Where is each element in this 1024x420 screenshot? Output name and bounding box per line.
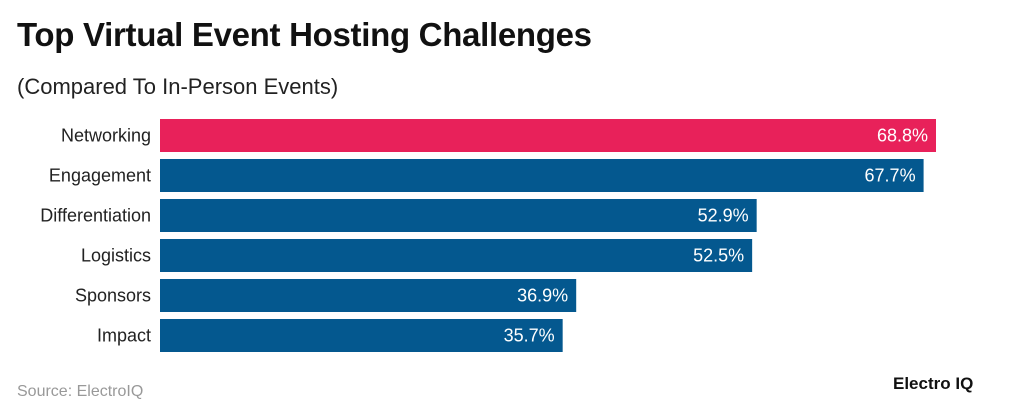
value-label: 52.9% — [698, 206, 749, 226]
chart-title: Top Virtual Event Hosting Challenges — [17, 16, 592, 53]
category-label: Networking — [61, 126, 151, 146]
bar-engagement — [160, 159, 924, 192]
category-label: Sponsors — [75, 286, 151, 306]
chart-subtitle: (Compared To In-Person Events) — [17, 74, 339, 99]
value-label: 68.8% — [877, 126, 928, 146]
value-label: 36.9% — [517, 286, 568, 306]
value-label: 52.5% — [693, 246, 744, 266]
bar-logistics — [160, 239, 753, 272]
bar-sponsors — [160, 279, 577, 312]
bar-differentiation — [160, 199, 757, 232]
category-label: Differentiation — [40, 206, 151, 226]
category-label: Engagement — [49, 166, 151, 186]
brand-logo: Electro IQ — [893, 374, 974, 393]
value-label: 35.7% — [504, 326, 555, 346]
category-label: Impact — [97, 326, 151, 346]
value-label: 67.7% — [865, 166, 916, 186]
bar-networking — [160, 119, 936, 152]
bar-impact — [160, 319, 563, 352]
category-label: Logistics — [81, 246, 151, 266]
source-note: Source: ElectroIQ — [17, 383, 144, 400]
